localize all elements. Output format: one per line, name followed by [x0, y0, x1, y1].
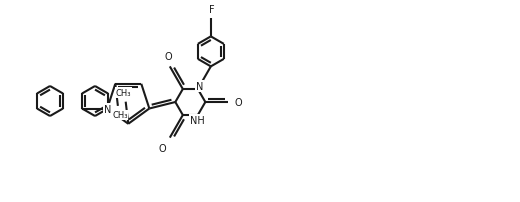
Text: N: N — [103, 104, 111, 114]
Text: O: O — [164, 52, 172, 62]
Text: N: N — [196, 82, 203, 92]
Text: F: F — [209, 5, 215, 15]
Text: CH₃: CH₃ — [112, 111, 127, 120]
Text: NH: NH — [190, 115, 205, 125]
Text: O: O — [234, 98, 242, 107]
Text: O: O — [158, 143, 166, 153]
Text: CH₃: CH₃ — [116, 89, 132, 98]
